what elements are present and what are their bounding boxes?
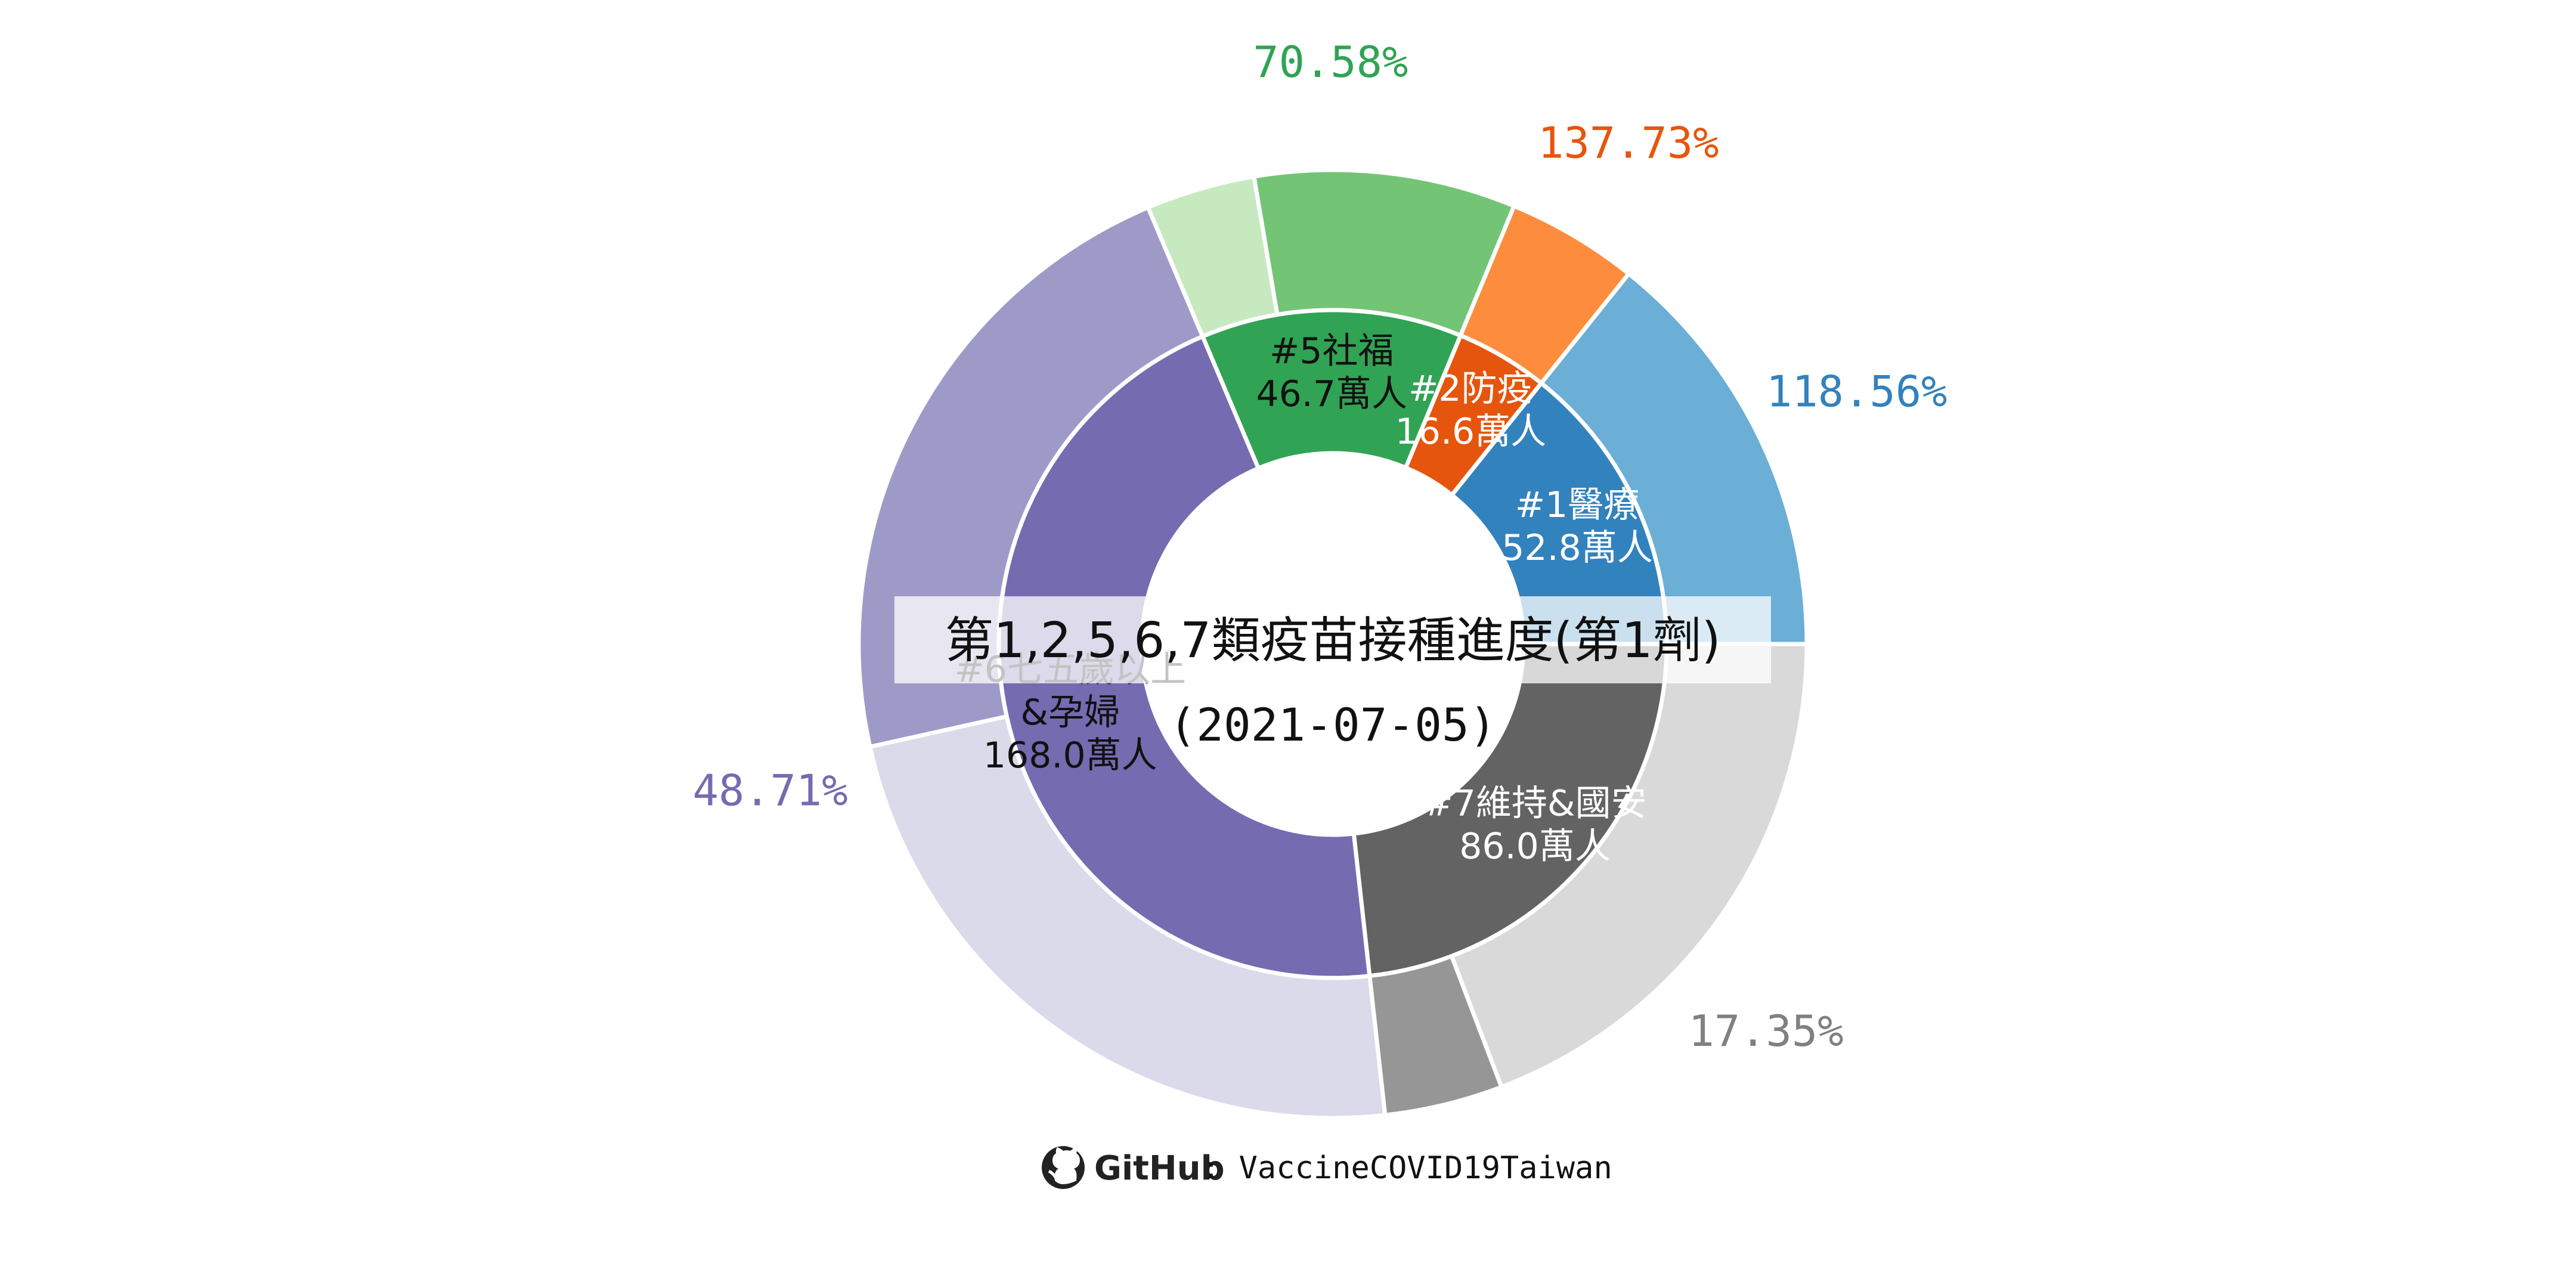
- category-label-c7-line1: 86.0萬人: [1459, 825, 1611, 867]
- inner-slice-c1: [1448, 380, 1669, 646]
- footer-repo-text: : VaccineCOVID19Taiwan: [1202, 1150, 1612, 1186]
- category-labels: #1醫療52.8萬人#2防疫16.6萬人#5社福46.7萬人#6七五歲以上&孕婦…: [955, 330, 1653, 867]
- category-label-c7-line0: #7維持&國安: [1423, 782, 1646, 824]
- category-label-c5-line1: 46.7萬人: [1256, 373, 1407, 415]
- category-label-c1-line0: #1醫療: [1515, 484, 1639, 526]
- title-background: [894, 596, 1771, 683]
- category-label-c1-line1: 52.8萬人: [1501, 527, 1653, 569]
- percent-label-c1: 118.56%: [1766, 366, 1947, 416]
- percent-label-c7: 17.35%: [1688, 1006, 1843, 1056]
- inner-ring: [996, 308, 1669, 980]
- category-label-c5-line0: #5社福: [1270, 330, 1394, 372]
- category-label-c2-line0: #2防疫: [1408, 368, 1532, 410]
- percent-labels: 118.56% 137.73% 70.58% 48.71% 17.35%: [693, 37, 1948, 1056]
- github-brand: GitHub: [1094, 1149, 1225, 1188]
- percent-label-c6: 48.71%: [693, 765, 848, 815]
- percent-label-c2: 137.73%: [1538, 117, 1719, 168]
- chart-subtitle: (2021-07-05): [1169, 698, 1496, 751]
- category-label-c6-line2: 168.0萬人: [983, 735, 1157, 776]
- category-label-c6-line1: &孕婦: [1020, 692, 1120, 733]
- category-label-c2-line1: 16.6萬人: [1395, 411, 1547, 453]
- github-logo-icon: [1042, 1146, 1085, 1189]
- inner-slice-c5: [1200, 308, 1463, 471]
- percent-label-c5: 70.58%: [1253, 37, 1408, 87]
- chart-title: 第1,2,5,6,7類疫苗接種進度(第1劑): [945, 612, 1720, 669]
